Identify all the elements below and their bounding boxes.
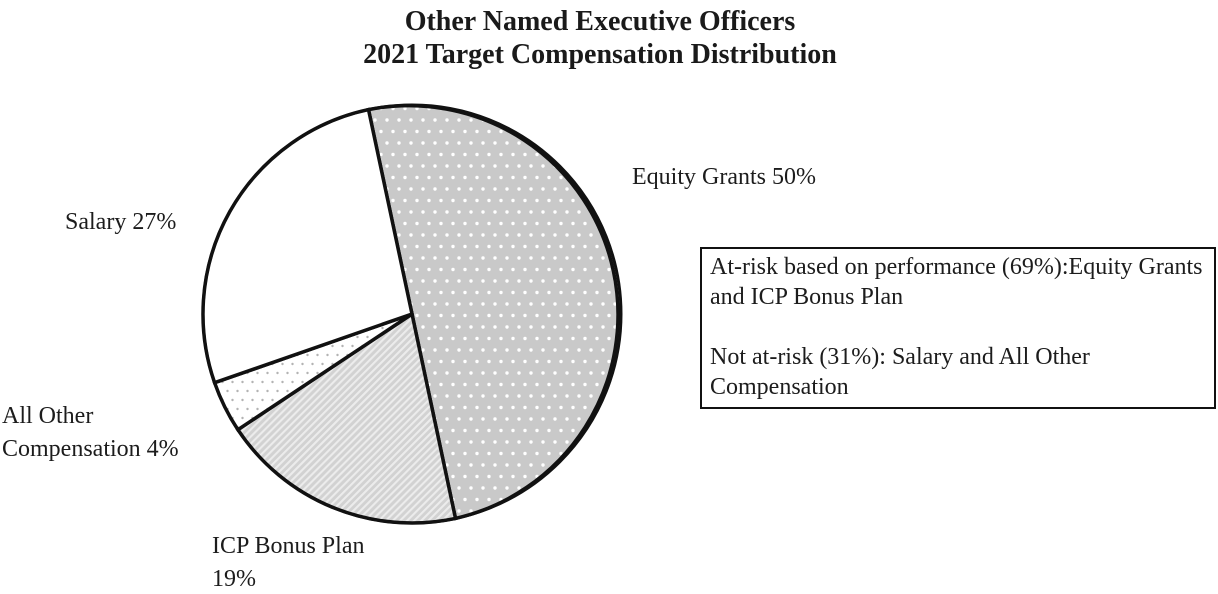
slice-label-icp-bonus-plan: ICP Bonus Plan 19%	[212, 530, 364, 594]
pie-slices-group	[201, 103, 620, 525]
slice-label-all-other-line2: Compensation 4%	[2, 436, 179, 462]
chart-title-line1: Other Named Executive Officers	[404, 6, 796, 37]
slice-label-icp-line2: 19%	[212, 566, 256, 592]
chart-title-line2: 2021 Target Compensation Distribution	[363, 39, 837, 70]
slice-label-equity-grants-text: Equity Grants 50%	[632, 164, 816, 190]
slice-label-all-other-line1: All Other	[2, 403, 94, 429]
not-at-risk-note-text: Not at-risk (31%): Salary and All Other …	[710, 344, 1090, 400]
slice-label-salary: Salary 27%	[65, 206, 176, 239]
at-risk-note-text: At-risk based on performance (69%):Equit…	[710, 254, 1203, 310]
pie-outline-circle	[201, 103, 623, 525]
slice-label-equity-grants: Equity Grants 50%	[632, 161, 816, 194]
slice-label-salary-text: Salary 27%	[65, 209, 177, 235]
chart-title: Other Named Executive Officers 2021 Targ…	[0, 5, 1200, 71]
risk-annotation-box: At-risk based on performance (69%):Equit…	[700, 247, 1216, 409]
slice-label-icp-line1: ICP Bonus Plan	[212, 533, 365, 559]
slice-label-all-other-compensation: All Other Compensation 4%	[2, 400, 179, 466]
